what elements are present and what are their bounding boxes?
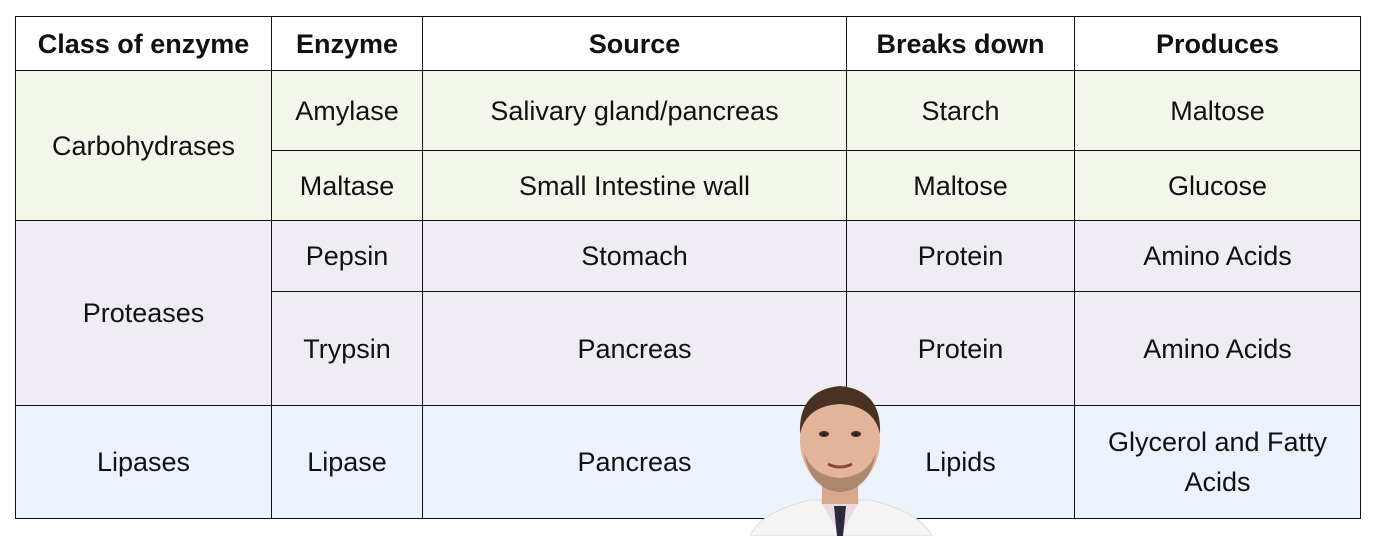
cell: Protein [846,291,1075,406]
class-cell: Proteases [15,220,272,406]
cell: Lipids [846,405,1075,519]
row: Trypsin Pancreas Protein Amino Acids [16,291,1361,406]
row: Carbohydrases Amylase Salivary gland/pan… [15,70,1361,221]
cell: Pancreas [422,291,847,406]
cell: Maltose [1074,70,1361,151]
cell: Maltase [271,150,423,221]
cell: Maltose [846,150,1075,221]
cell: Glycerol and Fatty Acids [1074,405,1361,519]
row: Maltase Small Intestine wall Maltose Glu… [16,150,1361,221]
class-cell: Lipases [15,405,272,519]
header-cell: Produces [1074,16,1361,71]
cell: Amylase [271,70,423,151]
cell: Glucose [1074,150,1361,221]
cell: Amino Acids [1074,291,1361,406]
cell: Trypsin [271,291,423,406]
cell: Pancreas [422,405,847,519]
header-cell: Enzyme [271,16,423,71]
cell: Pepsin [271,220,423,292]
header-cell: Class of enzyme [15,16,272,71]
class-cell: Carbohydrases [15,70,272,221]
row: Proteases Pepsin Stomach Protein Amino A… [15,220,1361,406]
header-cell: Source [422,16,847,71]
cell: Small Intestine wall [422,150,847,221]
cell: Lipase [271,405,423,519]
cell: Stomach [422,220,847,292]
header-cell: Breaks down [846,16,1075,71]
row: Lipases Lipase Pancreas Lipids Glycerol … [15,405,1361,519]
cell: Amino Acids [1074,220,1361,292]
header-row: Class of enzyme Enzyme Source Breaks dow… [15,16,1361,71]
enzyme-table: Class of enzyme Enzyme Source Breaks dow… [15,16,1361,519]
cell: Salivary gland/pancreas [422,70,847,151]
cell: Protein [846,220,1075,292]
cell: Starch [846,70,1075,151]
